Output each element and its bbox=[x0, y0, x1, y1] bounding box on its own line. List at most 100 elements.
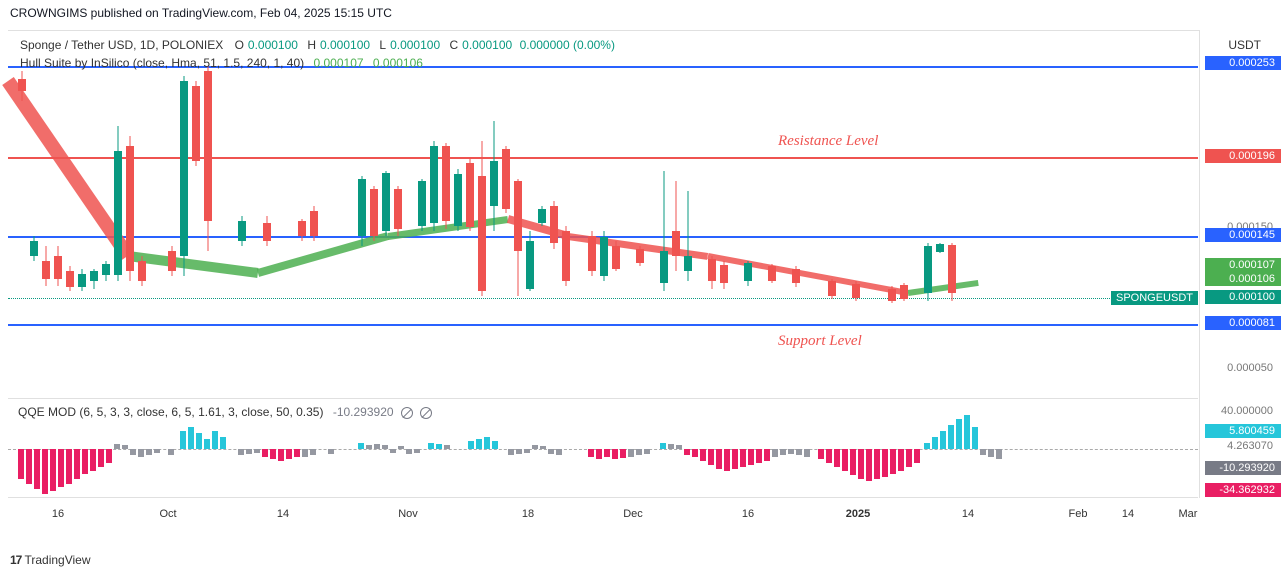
oscillator-bar bbox=[516, 449, 522, 454]
oscillator-bar bbox=[508, 449, 514, 455]
candle bbox=[600, 31, 608, 398]
oscillator-bar bbox=[556, 449, 562, 455]
candle bbox=[660, 31, 668, 398]
candle bbox=[430, 31, 438, 398]
oscillator-bar bbox=[834, 449, 840, 467]
price-tag: 0.000100 bbox=[1205, 290, 1281, 304]
candle bbox=[394, 31, 402, 398]
oscillator-bar bbox=[106, 449, 112, 463]
osc-tag: -10.293920 bbox=[1205, 461, 1281, 475]
oscillator-bar bbox=[636, 449, 642, 455]
price-tag: 0.000253 bbox=[1205, 56, 1281, 70]
oscillator-bar bbox=[964, 415, 970, 449]
oscillator-bar bbox=[540, 446, 546, 449]
oscillator-bar bbox=[238, 449, 244, 455]
candle bbox=[263, 31, 271, 398]
oscillator-bar bbox=[772, 449, 778, 457]
symbol-row: Sponge / Tether USD, 1D, POLONIEX O0.000… bbox=[10, 36, 625, 54]
candle bbox=[550, 31, 558, 398]
ohlc-o-label: O bbox=[235, 38, 244, 52]
eye-off-icon[interactable] bbox=[401, 407, 413, 419]
candle bbox=[478, 31, 486, 398]
candle bbox=[138, 31, 146, 398]
support-annotation: Support Level bbox=[778, 333, 862, 350]
oscillator-bar bbox=[756, 449, 762, 463]
time-label: 2025 bbox=[846, 508, 870, 520]
oscillator-bar bbox=[468, 441, 474, 449]
candle bbox=[168, 31, 176, 398]
candle bbox=[418, 31, 426, 398]
oscillator-bar bbox=[436, 444, 442, 449]
oscillator-bar bbox=[18, 449, 24, 479]
candle bbox=[888, 31, 896, 398]
candle bbox=[370, 31, 378, 398]
oscillator-bar bbox=[724, 449, 730, 471]
candle bbox=[684, 31, 692, 398]
oscillator-axis[interactable]: 40.000000 5.800459 4.263070 -10.293920 -34.3… bbox=[1199, 398, 1281, 498]
oscillator-bar bbox=[246, 449, 252, 454]
oscillator-bar bbox=[476, 439, 482, 449]
candle bbox=[78, 31, 86, 398]
oscillator-bar bbox=[138, 449, 144, 457]
time-label: 18 bbox=[522, 508, 534, 520]
price-chart[interactable]: Resistance Level Support Level SPONGEUSD… bbox=[8, 30, 1198, 398]
time-label: Oct bbox=[159, 508, 176, 520]
oscillator-bar bbox=[532, 445, 538, 449]
oscillator-zero-line bbox=[8, 449, 1198, 450]
oscillator-bar bbox=[484, 437, 490, 449]
candle bbox=[792, 31, 800, 398]
candle bbox=[442, 31, 450, 398]
oscillator-bar bbox=[286, 449, 292, 459]
oscillator-bar bbox=[492, 441, 498, 449]
time-label: Mar bbox=[1179, 508, 1198, 520]
oscillator-bar bbox=[858, 449, 864, 479]
time-axis[interactable]: 16Oct14Nov18Dec16202514Feb14Mar bbox=[8, 500, 1198, 526]
oscillator-bar bbox=[428, 443, 434, 449]
candle bbox=[526, 31, 534, 398]
candle bbox=[900, 31, 908, 398]
price-gridlabel: 0.000050 bbox=[1227, 362, 1273, 374]
eye-off-icon[interactable] bbox=[420, 407, 432, 419]
oscillator-bar bbox=[358, 443, 364, 449]
osc-gridlabel: 40.000000 bbox=[1221, 405, 1273, 417]
oscillator-bar bbox=[668, 444, 674, 449]
candle bbox=[382, 31, 390, 398]
oscillator-bar bbox=[328, 449, 334, 454]
time-label: Nov bbox=[398, 508, 418, 520]
candle bbox=[66, 31, 74, 398]
oscillator-chart[interactable]: QQE MOD (6, 5, 3, 3, close, 6, 5, 1.61, … bbox=[8, 398, 1198, 498]
oscillator-bar bbox=[588, 449, 594, 457]
candle bbox=[310, 31, 318, 398]
candle bbox=[238, 31, 246, 398]
oscillator-bar bbox=[398, 446, 404, 449]
price-tag: 0.000106 bbox=[1205, 272, 1281, 286]
oscillator-bar bbox=[842, 449, 848, 471]
oscillator-bar bbox=[26, 449, 32, 484]
symbol-pair: Sponge / Tether USD, 1D, POLONIEX bbox=[20, 38, 223, 52]
price-axis[interactable]: 0.0002530.0001960.0001500.0001450.000107… bbox=[1199, 30, 1281, 398]
indicator-name: Hull Suite by InSilico (close, Hma, 51, … bbox=[20, 56, 304, 70]
candle bbox=[114, 31, 122, 398]
osc-tag: 5.800459 bbox=[1205, 424, 1281, 438]
candle bbox=[192, 31, 200, 398]
oscillator-bar bbox=[58, 449, 64, 487]
oscillator-bar bbox=[940, 431, 946, 449]
candle bbox=[612, 31, 620, 398]
oscillator-bar bbox=[262, 449, 268, 457]
oscillator-value: -10.293920 bbox=[333, 405, 394, 419]
candle bbox=[180, 31, 188, 398]
oscillator-bar bbox=[980, 449, 986, 455]
oscillator-bar bbox=[180, 431, 186, 449]
oscillator-bar bbox=[90, 449, 96, 471]
oscillator-bar bbox=[524, 449, 530, 453]
candle bbox=[924, 31, 932, 398]
oscillator-bar bbox=[374, 444, 380, 449]
candle bbox=[126, 31, 134, 398]
osc-tag: -34.362932 bbox=[1205, 483, 1281, 497]
candle bbox=[30, 31, 38, 398]
oscillator-bar bbox=[890, 449, 896, 474]
osc-gridlabel: 4.263070 bbox=[1227, 440, 1273, 452]
oscillator-bar bbox=[620, 449, 626, 458]
candle bbox=[514, 31, 522, 398]
ohlc-c-label: C bbox=[449, 38, 458, 52]
